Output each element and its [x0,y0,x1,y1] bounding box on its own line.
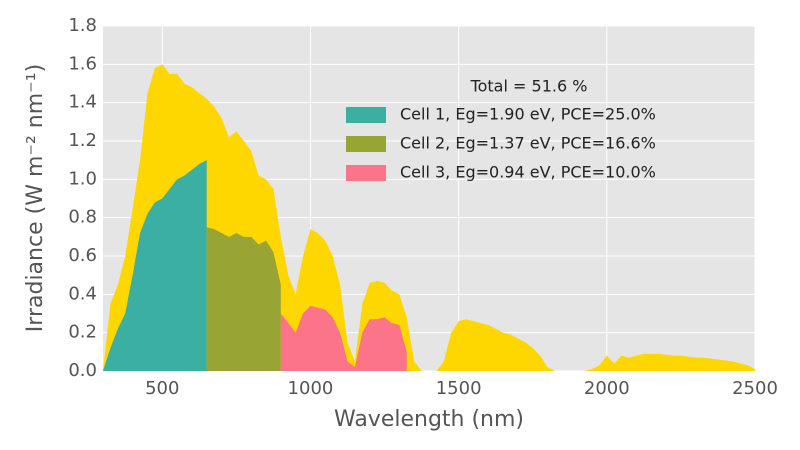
y-tick-label: 1.6 [68,53,97,74]
legend-swatch [346,165,386,181]
y-tick-label: 0.6 [68,245,97,266]
x-tick-label: 500 [145,378,179,399]
x-tick-label: 1000 [288,378,334,399]
legend-label: Cell 1, Eg=1.90 eV, PCE=25.0% [400,105,656,124]
x-tick-label: 2000 [584,378,630,399]
y-tick-label: 0.0 [68,360,97,381]
legend-label: Cell 2, Eg=1.37 eV, PCE=16.6% [400,134,656,153]
area [103,160,207,371]
legend-title: Total = 51.6 % [470,77,588,96]
y-tick-label: 1.0 [68,168,97,189]
x-tick-label: 2500 [732,378,778,399]
x-axis-label: Wavelength (nm) [334,407,524,432]
x-tick-label: 1500 [436,378,482,399]
y-tick-label: 1.4 [68,92,97,113]
y-tick-label: 0.4 [68,283,97,304]
area [280,305,407,371]
legend-swatch [346,107,386,123]
y-axis-label: Irradiance (W m⁻² nm⁻¹) [23,64,48,332]
area [206,227,281,371]
y-tick-label: 1.2 [68,130,97,151]
y-tick-label: 1.8 [68,15,97,36]
legend-label: Cell 3, Eg=0.94 eV, PCE=10.0% [400,163,656,182]
y-tick-label: 0.8 [68,207,97,228]
y-tick-label: 0.2 [68,322,97,343]
legend-swatch [346,136,386,152]
